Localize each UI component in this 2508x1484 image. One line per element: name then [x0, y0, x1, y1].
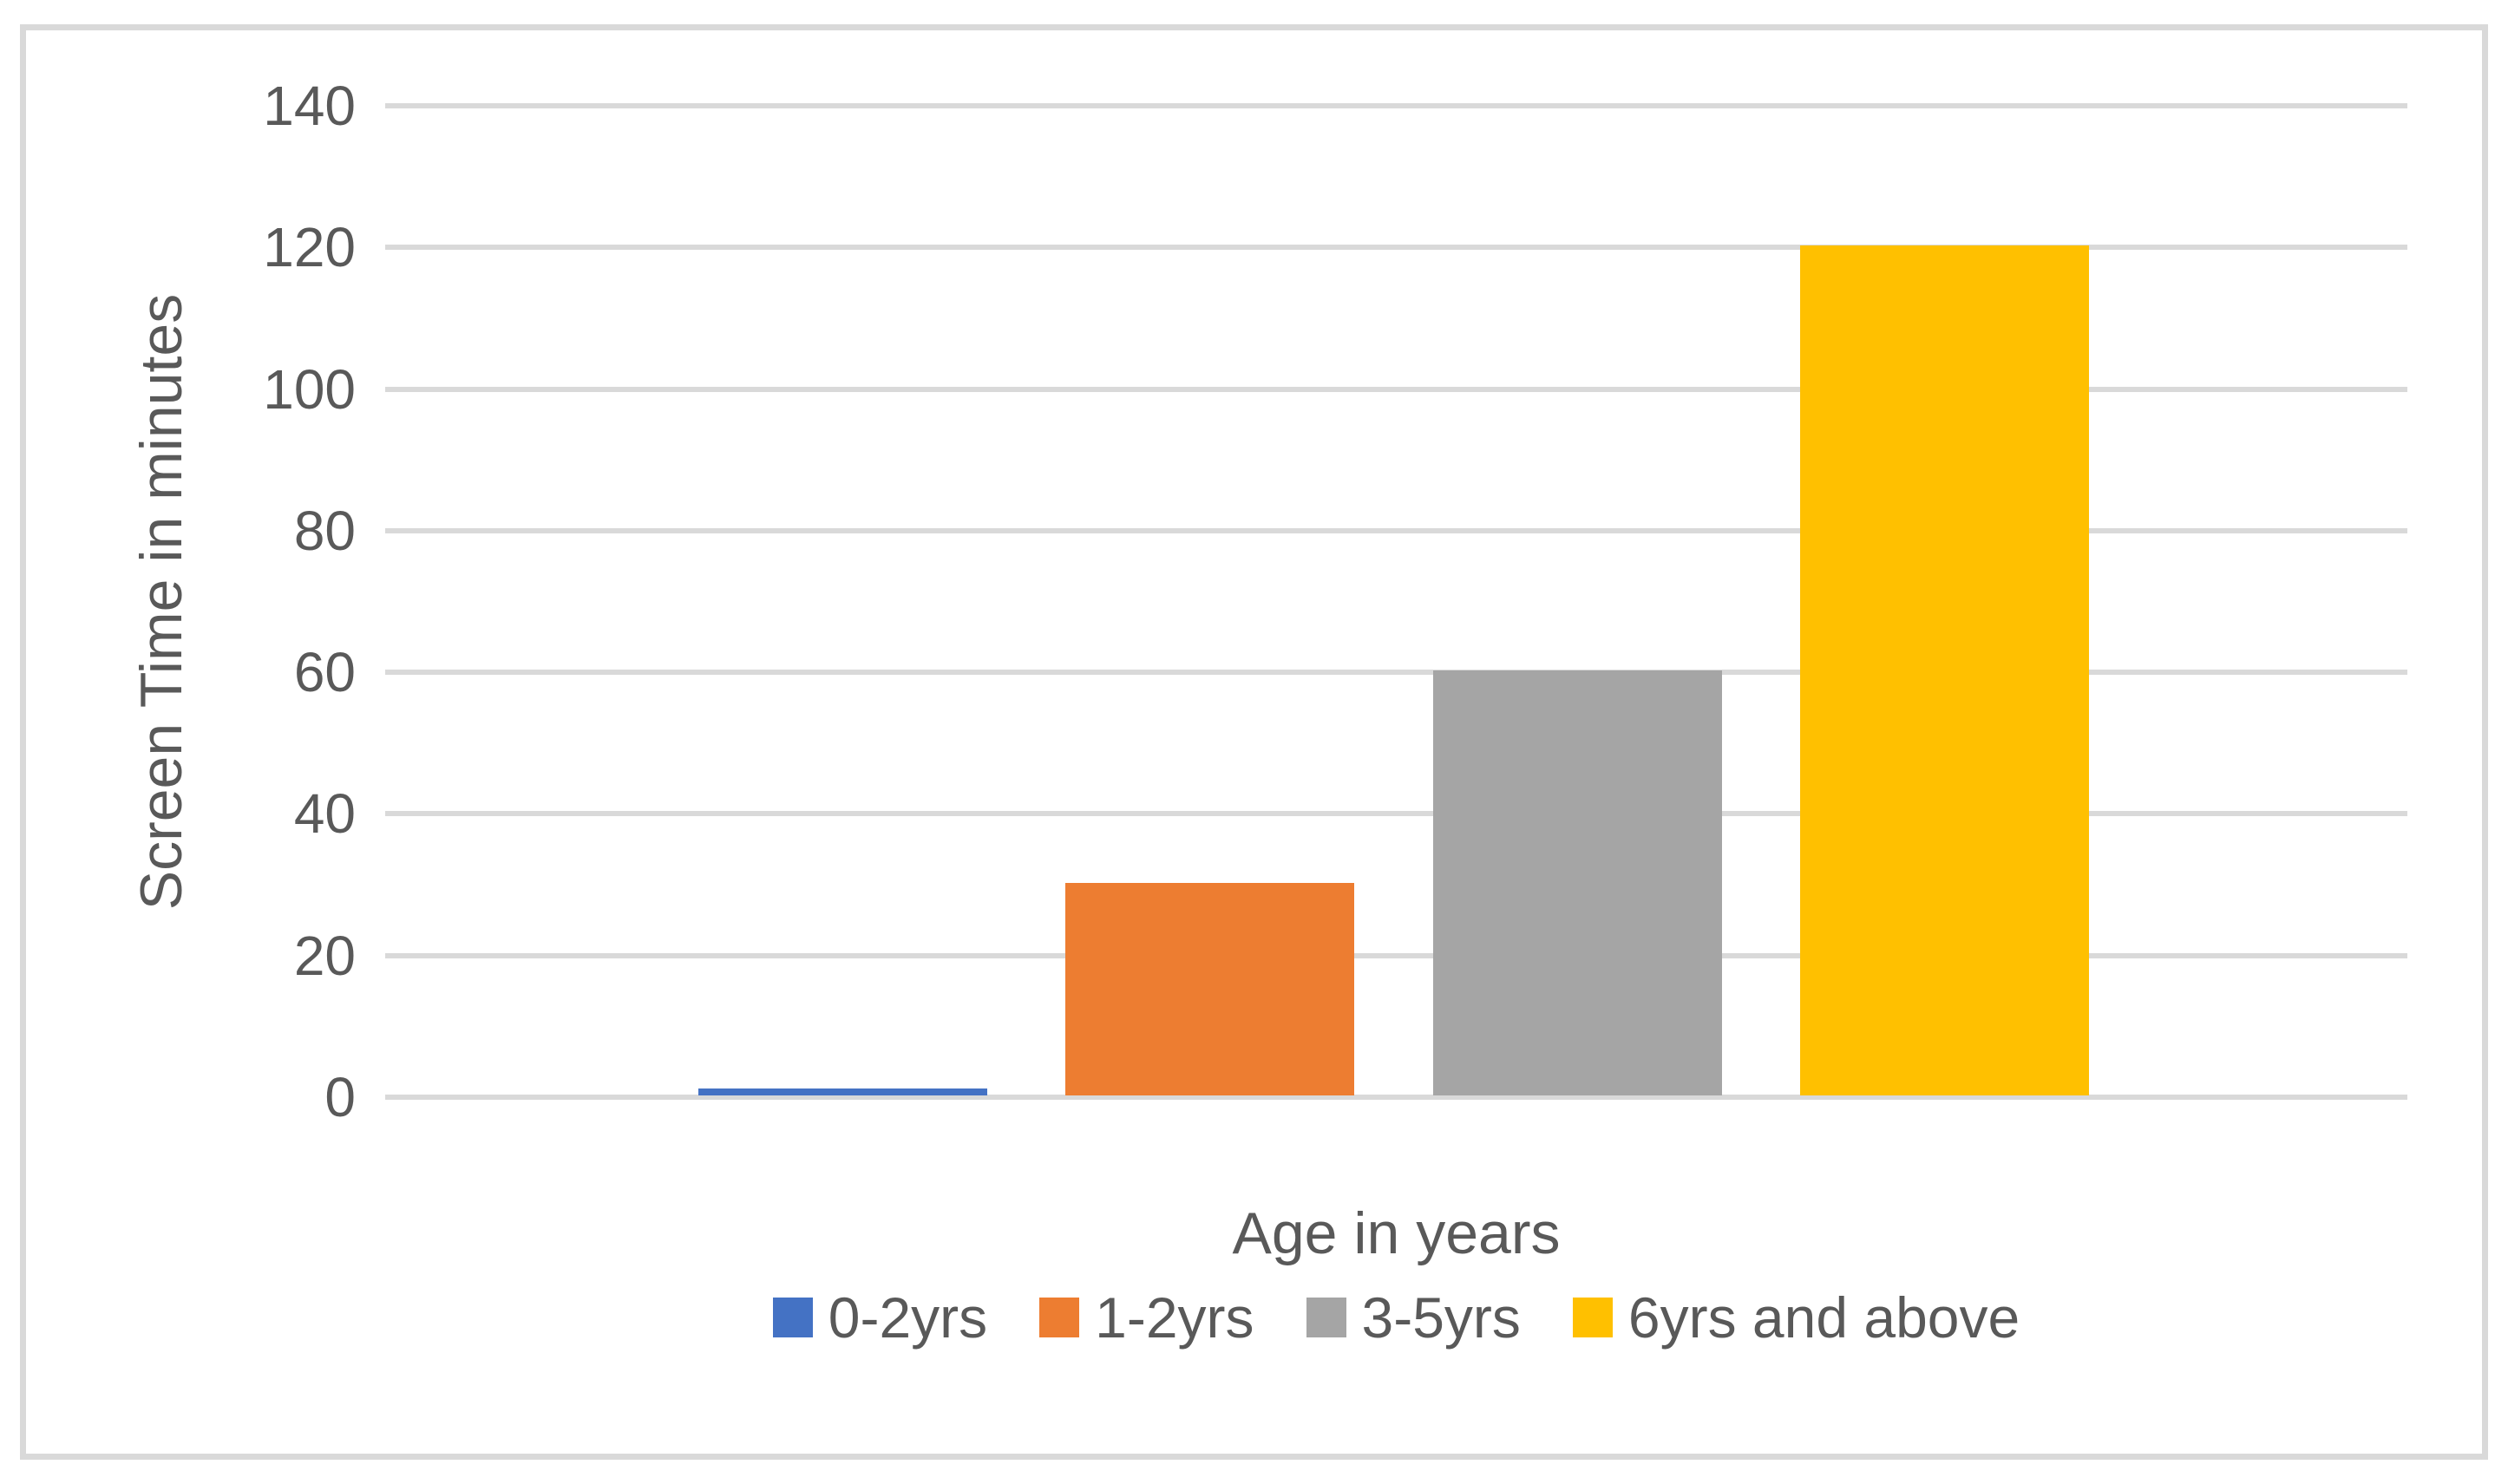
gridline-120	[385, 245, 2407, 251]
gridline-100	[385, 386, 2407, 392]
bar-3-5yrs	[1432, 670, 1722, 1095]
y-axis-title: Screen Time in minutes	[128, 293, 194, 911]
x-axis-title: Age in years	[1232, 1200, 1561, 1266]
bar-6yrs and above	[1799, 245, 2089, 1095]
y-tick-label-120: 120	[263, 216, 356, 279]
y-tick-label-60: 60	[293, 641, 356, 704]
legend-item-0-2yrs: 0-2yrs	[772, 1285, 988, 1350]
gridline-140	[385, 103, 2407, 108]
legend-label: 6yrs and above	[1627, 1285, 2020, 1350]
gridline-80	[385, 527, 2407, 533]
legend-item-6yrs and above: 6yrs and above	[1572, 1285, 2020, 1350]
legend-item-1-2yrs: 1-2yrs	[1039, 1289, 1254, 1346]
y-tick-label-140: 140	[263, 75, 356, 137]
legend-label: 0-2yrs	[828, 1285, 988, 1350]
legend-swatch-icon	[1306, 1298, 1346, 1337]
x-axis-line	[385, 1095, 2407, 1100]
legend-swatch-icon	[772, 1298, 813, 1337]
y-tick-label-20: 20	[293, 924, 356, 987]
legend-label: 3-5yrs	[1361, 1285, 1521, 1350]
y-tick-label-80: 80	[293, 499, 356, 562]
legend-item-3-5yrs: 3-5yrs	[1306, 1289, 1521, 1346]
y-tick-label-100: 100	[263, 357, 356, 421]
legend-swatch-icon	[1572, 1298, 1613, 1337]
bar-0-2yrs	[698, 1088, 987, 1095]
legend: 0-2yrs 1-2yrs 3-5yrs 6yrs and above	[385, 1287, 2407, 1348]
plot-area	[385, 103, 2407, 1100]
y-axis-tick-labels: 0 20 40 60 80 100 120 140	[130, 78, 356, 1125]
bar-1-2yrs	[1065, 883, 1355, 1095]
gridline-40	[385, 811, 2407, 817]
y-tick-label-0: 0	[324, 1066, 356, 1128]
legend-swatch-icon	[1039, 1298, 1080, 1337]
gridline-60	[385, 670, 2407, 676]
legend-label: 1-2yrs	[1095, 1285, 1254, 1350]
y-tick-label-40: 40	[293, 782, 356, 846]
gridline-20	[385, 952, 2407, 958]
